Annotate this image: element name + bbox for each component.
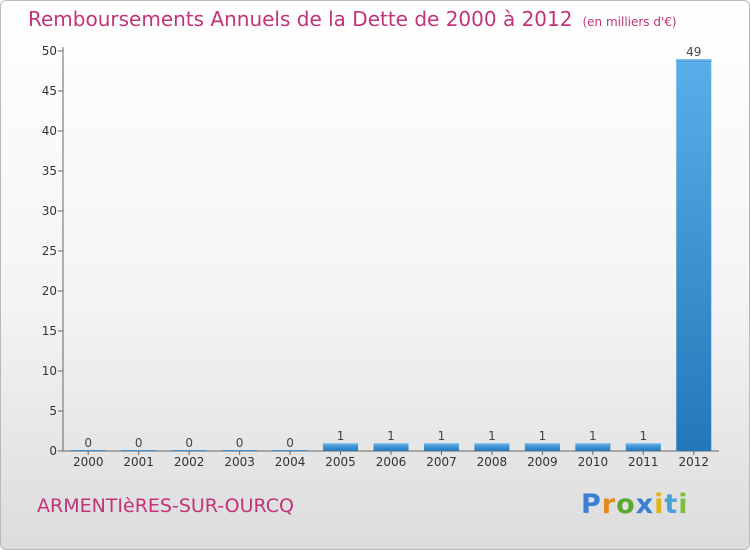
data-label: 1 <box>337 429 345 443</box>
data-label: 0 <box>286 436 294 450</box>
data-label: 0 <box>236 436 244 450</box>
y-tick-label: 0 <box>49 444 57 458</box>
data-label: 0 <box>84 436 92 450</box>
y-tick-label: 20 <box>42 284 57 298</box>
x-tick-label: 2009 <box>527 455 558 469</box>
data-label: 49 <box>686 45 701 59</box>
data-label: 1 <box>589 429 597 443</box>
bar <box>121 450 157 451</box>
bar <box>373 443 409 451</box>
x-tick-label: 2010 <box>578 455 609 469</box>
chart-title: Remboursements Annuels de la Dette de 20… <box>28 7 677 31</box>
bar <box>474 443 510 451</box>
data-label: 1 <box>438 429 446 443</box>
logo-letter: o <box>616 489 636 520</box>
y-tick-label: 15 <box>42 324 57 338</box>
logo-letter: t <box>664 489 679 520</box>
logo-letter: i <box>678 489 689 520</box>
data-label: 0 <box>135 436 143 450</box>
bar <box>70 450 106 451</box>
data-label: 0 <box>185 436 193 450</box>
bar-top-highlight <box>423 443 459 446</box>
bar-top-highlight <box>373 443 409 446</box>
x-tick-label: 2007 <box>426 455 457 469</box>
bar <box>272 450 308 451</box>
y-tick-label: 5 <box>49 404 57 418</box>
bar-top-highlight <box>575 443 611 446</box>
data-label: 1 <box>539 429 547 443</box>
proxiti-logo: Proxiti <box>581 489 689 520</box>
bar <box>423 443 459 451</box>
bar <box>222 450 258 451</box>
bar <box>171 450 207 451</box>
chart-unit-label: (en milliers d'€) <box>582 15 677 29</box>
x-tick-label: 2001 <box>123 455 154 469</box>
bar-top-highlight <box>474 443 510 446</box>
y-tick-label: 40 <box>42 124 57 138</box>
x-tick-label: 2004 <box>275 455 306 469</box>
chart-title-text: Remboursements Annuels de la Dette de 20… <box>28 7 573 31</box>
bar-top-highlight <box>323 443 359 446</box>
bar <box>575 443 611 451</box>
x-tick-label: 2002 <box>174 455 205 469</box>
data-label: 1 <box>387 429 395 443</box>
x-tick-label: 2008 <box>477 455 508 469</box>
data-label: 1 <box>639 429 647 443</box>
x-tick-label: 2011 <box>628 455 659 469</box>
x-tick-label: 2012 <box>678 455 709 469</box>
data-label: 1 <box>488 429 496 443</box>
y-tick-label: 50 <box>42 44 57 58</box>
x-tick-label: 2003 <box>224 455 255 469</box>
x-tick-label: 2000 <box>73 455 104 469</box>
bar-top-highlight <box>676 59 712 62</box>
y-tick-label: 10 <box>42 364 57 378</box>
logo-letter: r <box>601 489 617 520</box>
bar <box>524 443 560 451</box>
bar-top-highlight <box>524 443 560 446</box>
y-tick-label: 25 <box>42 244 57 258</box>
y-tick-label: 30 <box>42 204 57 218</box>
x-tick-label: 2006 <box>376 455 407 469</box>
bar <box>676 59 712 451</box>
logo-letter: x <box>635 489 655 520</box>
bar <box>625 443 661 451</box>
logo-letter: P <box>581 489 602 520</box>
y-tick-label: 35 <box>42 164 57 178</box>
bar-top-highlight <box>625 443 661 446</box>
x-tick-label: 2005 <box>325 455 356 469</box>
y-tick-label: 45 <box>42 84 57 98</box>
logo-letter: i <box>654 489 665 520</box>
commune-name: ARMENTIèRES-SUR-OURCQ <box>37 495 294 517</box>
bar <box>323 443 359 451</box>
